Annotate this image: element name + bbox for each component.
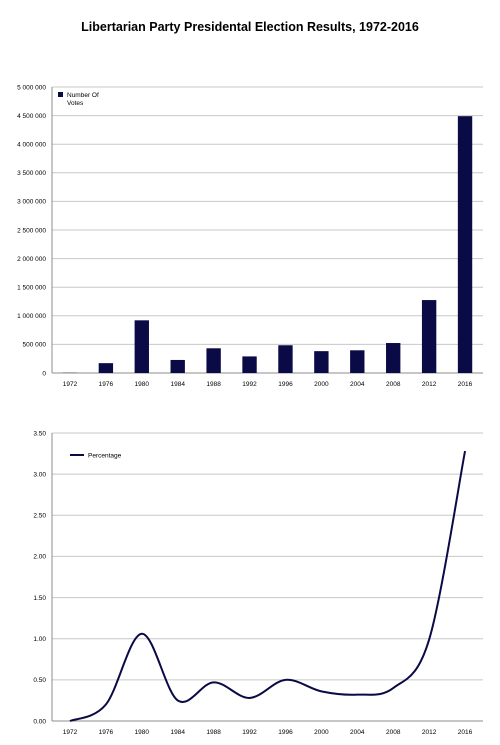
y-tick-label: 0 — [42, 370, 46, 377]
x-tick-label: 1980 — [135, 729, 150, 736]
x-tick-label: 1980 — [135, 381, 150, 388]
y-tick-label: 4 500 000 — [17, 113, 46, 120]
bar-1988 — [206, 348, 221, 373]
bar-1992 — [242, 356, 257, 373]
y-tick-label: 4 000 000 — [17, 142, 46, 149]
x-tick-label: 2008 — [386, 729, 401, 736]
x-tick-label: 1996 — [278, 729, 293, 736]
legend-label-line2: Votes — [67, 100, 84, 107]
x-tick-label: 2012 — [422, 381, 437, 388]
percentage-line — [69, 450, 467, 722]
votes-bar-chart: 0 500 000 1 000 000 1 500 000 2 000 000 2 500… — [17, 84, 483, 388]
y-tick-label: 3.00 — [33, 471, 46, 478]
bar-2004 — [350, 350, 365, 373]
bar-1984 — [170, 359, 185, 373]
bar-2012 — [421, 300, 437, 373]
x-tick-label: 1976 — [99, 381, 114, 388]
bar-1976 — [98, 363, 114, 373]
y-tick-label: 500 000 — [23, 342, 47, 349]
y-tick-label: 5 000 000 — [17, 84, 46, 91]
x-tick-label: 1988 — [206, 381, 221, 388]
y-tick-label: 3.50 — [33, 430, 46, 437]
y-tick-label: 1 500 000 — [17, 285, 46, 292]
x-tick-label: 1996 — [278, 381, 293, 388]
y-tick-label: 1.00 — [33, 636, 46, 643]
x-tick-label: 2000 — [314, 729, 329, 736]
x-tick-label: 1972 — [63, 729, 78, 736]
x-tick-label: 1972 — [63, 381, 78, 388]
y-tick-label: 0.50 — [33, 677, 46, 684]
x-tick-label: 2004 — [350, 729, 365, 736]
page-title: Libertarian Party Presidental Election R… — [81, 20, 419, 34]
y-tick-label: 0.00 — [33, 718, 46, 725]
legend-label: Percentage — [88, 452, 122, 459]
percentage-line-chart: 0.00 0.50 1.00 1.50 2.00 2.50 3.00 3.50 1972 1976… — [33, 430, 483, 736]
x-tick-label: 2016 — [458, 381, 473, 388]
x-tick-label: 1976 — [99, 729, 114, 736]
y-tick-label: 2.50 — [33, 513, 46, 520]
y-tick-label: 1.50 — [33, 595, 46, 602]
y-tick-label: 3 000 000 — [17, 199, 46, 206]
x-tick-label: 1992 — [242, 381, 257, 388]
y-tick-label: 1 000 000 — [17, 313, 46, 320]
x-tick-label: 1984 — [170, 381, 185, 388]
legend-label: Number Of — [67, 92, 99, 99]
y-tick-label: 2 000 000 — [17, 256, 46, 263]
bar-2000 — [314, 351, 329, 373]
x-tick-label: 1988 — [206, 729, 221, 736]
y-tick-label: 3 500 000 — [17, 170, 46, 177]
x-tick-label: 1984 — [170, 729, 185, 736]
bar-2008 — [386, 343, 401, 373]
x-tick-label: 2004 — [350, 381, 365, 388]
x-tick-label: 2000 — [314, 381, 329, 388]
legend-swatch — [58, 92, 63, 97]
x-tick-label: 1992 — [242, 729, 257, 736]
bar-2016 — [457, 116, 473, 373]
bar-1996 — [278, 345, 293, 373]
x-tick-label: 2008 — [386, 381, 401, 388]
y-tick-label: 2 500 000 — [17, 227, 46, 234]
x-tick-label: 2012 — [422, 729, 437, 736]
x-tick-label: 2016 — [458, 729, 473, 736]
y-tick-label: 2.00 — [33, 554, 46, 561]
bar-1980 — [134, 320, 149, 373]
